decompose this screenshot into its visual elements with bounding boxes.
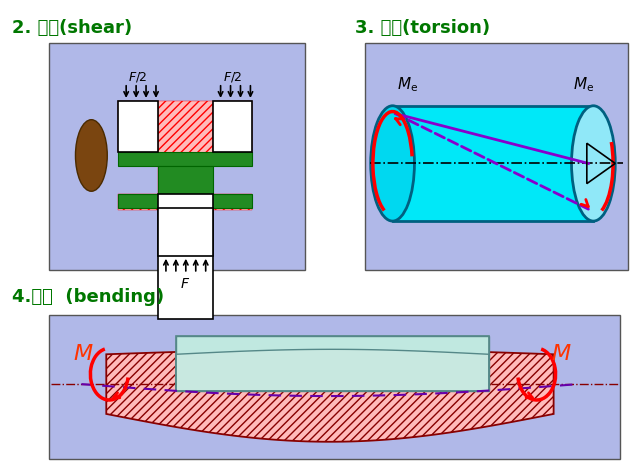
- Bar: [213, 194, 253, 210]
- Text: 2. 剪切(shear): 2. 剪切(shear): [12, 19, 132, 37]
- Text: $F$: $F$: [180, 277, 190, 291]
- Bar: [158, 101, 213, 210]
- Bar: [176, 337, 489, 391]
- Bar: [118, 194, 253, 208]
- Polygon shape: [176, 349, 489, 391]
- Text: $M$: $M$: [551, 345, 572, 364]
- Ellipse shape: [75, 120, 107, 191]
- Text: 3. 扭转(torsion): 3. 扭转(torsion): [355, 19, 490, 37]
- Bar: [118, 101, 158, 152]
- Bar: [118, 101, 158, 152]
- Text: $M$: $M$: [73, 345, 94, 364]
- Bar: [158, 166, 213, 194]
- Bar: [49, 43, 305, 270]
- Text: $F/2$: $F/2$: [129, 70, 148, 84]
- Bar: [393, 106, 593, 221]
- Polygon shape: [106, 349, 554, 442]
- Text: 4.弯曲  (bending): 4.弯曲 (bending): [12, 288, 164, 306]
- Bar: [176, 337, 489, 391]
- Text: $F/2$: $F/2$: [222, 70, 242, 84]
- Text: $M_{\rm e}$: $M_{\rm e}$: [397, 75, 418, 94]
- Bar: [213, 101, 253, 152]
- Text: $M_{\rm e}$: $M_{\rm e}$: [573, 75, 594, 94]
- Bar: [118, 152, 253, 166]
- Bar: [49, 314, 620, 459]
- Bar: [158, 208, 213, 256]
- Bar: [213, 101, 253, 152]
- Bar: [118, 194, 158, 210]
- Ellipse shape: [371, 106, 415, 221]
- Ellipse shape: [572, 106, 615, 221]
- Bar: [158, 194, 213, 319]
- Bar: [365, 43, 628, 270]
